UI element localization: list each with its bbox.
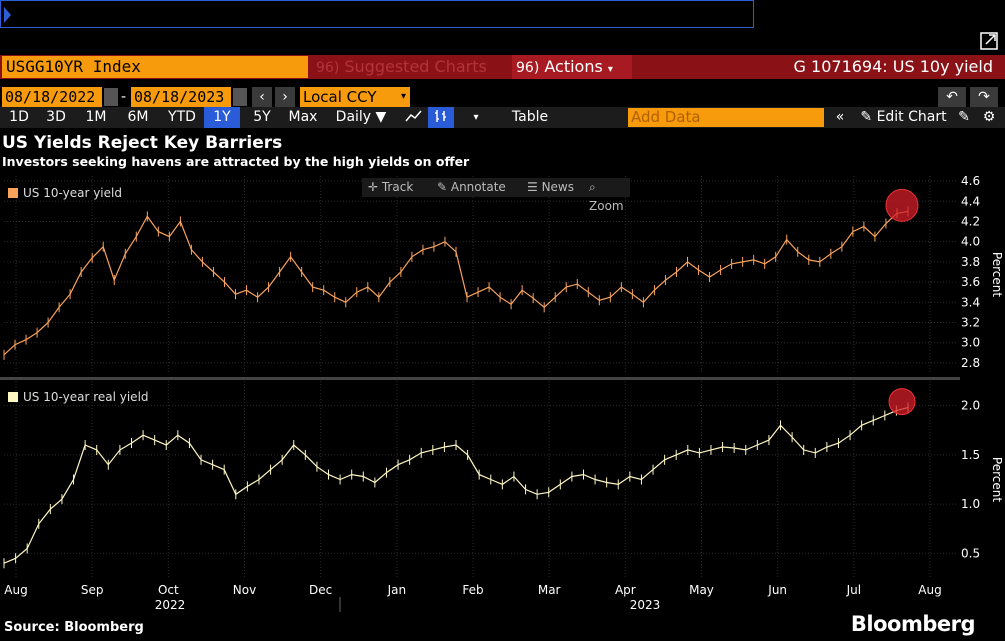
y-tick-label: 3.6: [961, 275, 980, 289]
y-tick-label: 1.0: [961, 497, 980, 511]
actions-prefix: 96): [516, 60, 540, 76]
period-6m-button[interactable]: 6M: [127, 109, 149, 125]
pencil-icon: ✎: [860, 109, 873, 125]
period-1d-button[interactable]: 1D: [9, 109, 29, 125]
y-tick-label: 2.8: [961, 356, 980, 370]
y-tick-label: 1.5: [961, 448, 980, 462]
frequency-select[interactable]: Daily ▼: [335, 109, 387, 125]
legend-swatch: [8, 188, 18, 198]
legend-swatch: [8, 392, 18, 402]
panel-separator[interactable]: [0, 377, 960, 380]
edit-icon[interactable]: ✎: [958, 109, 970, 125]
undo-icon[interactable]: ↶: [938, 87, 966, 107]
currency-value: Local CCY: [303, 88, 377, 106]
period-max-button[interactable]: Max: [288, 109, 318, 125]
dropdown-icon: ▾: [607, 64, 613, 75]
year-label: 2022: [155, 598, 186, 612]
suggested-label: Suggested Charts: [344, 57, 487, 76]
period-3d-button[interactable]: 3D: [46, 109, 66, 125]
x-tick-label: Nov: [233, 583, 256, 597]
x-tick-label: Sep: [81, 583, 104, 597]
period-ytd-button[interactable]: YTD: [168, 109, 196, 125]
x-tick-label: Jun: [767, 583, 787, 597]
chart-info: G 1071694: US 10y yield: [793, 57, 993, 76]
actions-label: Actions: [544, 57, 603, 76]
calendar-icon[interactable]: [104, 88, 118, 106]
x-tick-label: Oct: [158, 583, 179, 597]
currency-select[interactable]: Local CCY ▾: [300, 87, 410, 107]
x-tick-label: Feb: [462, 583, 483, 597]
y-tick-label: 4.0: [961, 235, 980, 249]
y-tick-label: 3.0: [961, 336, 980, 350]
source-note: Source: Bloomberg: [4, 620, 144, 635]
popout-icon[interactable]: [980, 32, 998, 50]
tool-track-button[interactable]: ✛ Track: [368, 180, 414, 194]
suggested-prefix: 96): [316, 60, 340, 76]
security-field[interactable]: USGG10YR Index: [2, 56, 308, 78]
legend-item[interactable]: US 10-year yield: [8, 186, 122, 200]
x-tick-label: Aug: [918, 583, 941, 597]
collapse-icon[interactable]: «: [835, 109, 845, 125]
settings-icon[interactable]: ⚙: [982, 109, 996, 125]
edit-chart-button[interactable]: ✎ Edit Chart: [856, 107, 951, 128]
y-axis-label: Percent: [990, 252, 1004, 297]
y-tick-label: 4.4: [961, 194, 980, 208]
command-caret: [4, 7, 11, 23]
year-label: 2023: [630, 598, 661, 612]
table-button[interactable]: Table: [511, 109, 549, 125]
bloomberg-logo: Bloomberg: [850, 612, 976, 636]
start-date-field[interactable]: 08/18/2022: [2, 87, 102, 107]
highlight-marker: [885, 188, 919, 222]
date-separator: -: [121, 89, 127, 105]
series-line[interactable]: [3, 407, 909, 564]
edit-chart-label: Edit Chart: [876, 109, 947, 125]
x-tick-label: Jul: [846, 583, 861, 597]
period-1m-button[interactable]: 1M: [85, 109, 107, 125]
y-tick-label: 2.0: [961, 399, 980, 413]
chart-headline: US Yields Reject Key Barriers: [2, 133, 283, 153]
chart-tools-bar: ✛ Track ✎ Annotate ☰ News ⌕ Zoom: [362, 178, 630, 213]
suggested-charts-button[interactable]: 96) Suggested Charts: [316, 56, 487, 79]
legend-item[interactable]: US 10-year real yield: [8, 390, 149, 404]
frequency-value: Daily: [335, 109, 372, 125]
bar-chart-icon[interactable]: [428, 107, 454, 128]
y-axis-label: Percent: [990, 457, 1004, 502]
chart-area[interactable]: 2.8 3.0 3.2 3.4 3.6 3.8 4.0 4.2 4.4 4.6 Percent 0.5…: [0, 175, 1005, 615]
y-tick-label: 3.2: [961, 315, 980, 329]
chart-subheadline: Investors seeking havens are attracted b…: [2, 154, 470, 169]
calendar-icon[interactable]: [233, 88, 247, 106]
series-line[interactable]: [3, 210, 909, 356]
x-tick-label: Mar: [538, 583, 561, 597]
x-tick-label: Jan: [387, 583, 407, 597]
add-data-input[interactable]: Add Data: [628, 108, 824, 127]
x-tick-label: Apr: [615, 583, 636, 597]
redo-icon[interactable]: ↷: [970, 87, 998, 107]
tool-news-button[interactable]: ☰ News: [527, 180, 574, 194]
actions-button[interactable]: 96) Actions ▾: [512, 55, 632, 79]
y-tick-label: 4.2: [961, 214, 980, 228]
y-tick-label: 0.5: [961, 546, 980, 560]
y-tick-label: 4.6: [961, 175, 980, 188]
prev-period-icon[interactable]: ‹: [252, 87, 272, 107]
next-period-icon[interactable]: ›: [275, 87, 295, 107]
x-tick-label: Aug: [4, 583, 27, 597]
x-tick-label: Dec: [309, 583, 332, 597]
chart-type-dropdown-icon[interactable]: ▾: [473, 112, 479, 123]
x-tick-label: May: [689, 583, 714, 597]
tool-annotate-button[interactable]: ✎ Annotate: [437, 180, 506, 194]
y-tick-label: 3.8: [961, 255, 980, 269]
line-chart-icon[interactable]: [402, 107, 426, 128]
period-1y-button[interactable]: 1Y: [204, 107, 240, 128]
tool-zoom-button[interactable]: ⌕ Zoom: [589, 180, 624, 213]
chevron-down-icon: ▾: [400, 91, 406, 102]
end-date-field[interactable]: 08/18/2023: [131, 87, 231, 107]
legend-label: US 10-year yield: [23, 186, 122, 200]
command-line[interactable]: [0, 0, 754, 28]
y-tick-label: 3.4: [961, 295, 980, 309]
legend-label: US 10-year real yield: [23, 390, 149, 404]
period-5y-button[interactable]: 5Y: [253, 109, 271, 125]
highlight-marker: [888, 388, 916, 416]
